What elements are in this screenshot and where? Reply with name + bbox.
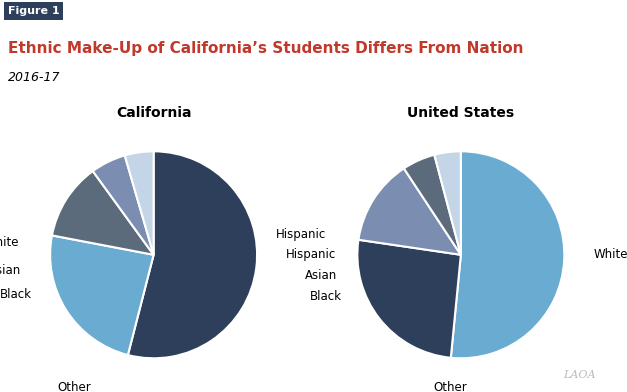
Title: United States: United States: [408, 106, 514, 120]
Wedge shape: [404, 155, 461, 255]
Text: 2016-17: 2016-17: [8, 71, 60, 83]
Title: California: California: [116, 106, 191, 120]
Text: Figure 1: Figure 1: [8, 6, 59, 16]
Wedge shape: [128, 151, 257, 358]
Wedge shape: [125, 151, 154, 255]
Text: White: White: [0, 236, 19, 249]
Wedge shape: [359, 169, 461, 255]
Wedge shape: [52, 171, 154, 255]
Wedge shape: [435, 151, 461, 255]
Text: Ethnic Make-Up of California’s Students Differs From Nation: Ethnic Make-Up of California’s Students …: [8, 41, 523, 56]
Text: Other: Other: [434, 381, 467, 392]
Text: Black: Black: [0, 288, 31, 301]
Text: Black: Black: [310, 290, 342, 303]
Text: Other: Other: [58, 381, 92, 392]
Wedge shape: [50, 236, 154, 355]
Text: Hispanic: Hispanic: [276, 228, 326, 241]
Wedge shape: [357, 240, 461, 358]
Wedge shape: [93, 155, 154, 255]
Text: White: White: [593, 248, 627, 261]
Text: Asian: Asian: [305, 269, 337, 282]
Text: Hispanic: Hispanic: [286, 248, 336, 261]
Text: Asian: Asian: [0, 264, 21, 277]
Wedge shape: [451, 151, 564, 358]
Text: LAOA: LAOA: [563, 370, 596, 380]
